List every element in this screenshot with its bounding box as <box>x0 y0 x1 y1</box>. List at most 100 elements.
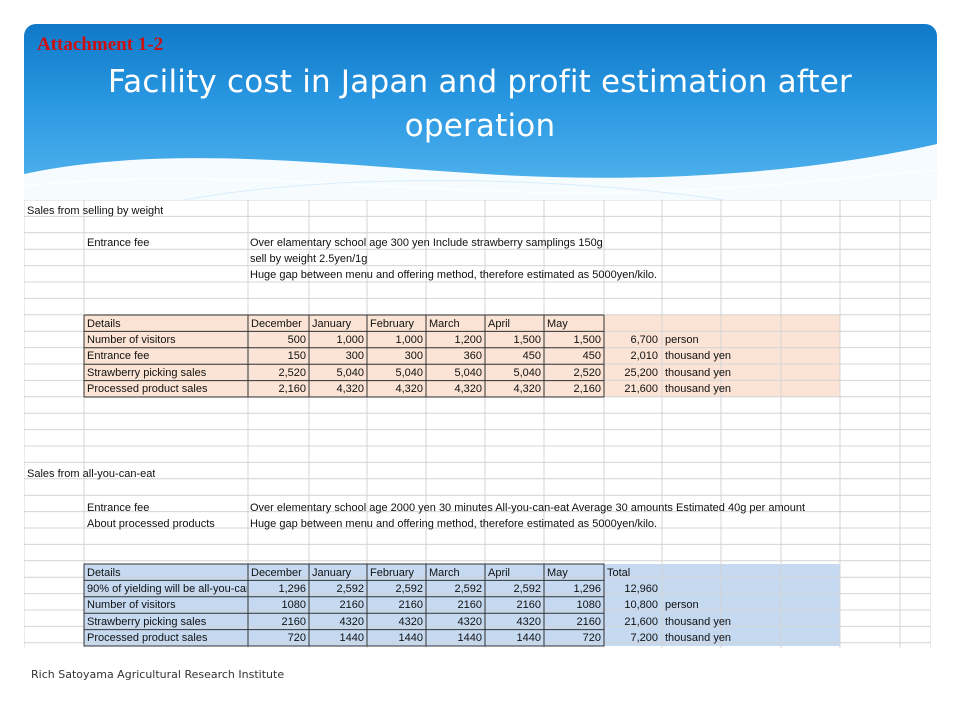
table-value-cell: 2160 <box>457 599 482 612</box>
section1-line1-text: Over elamentary school age 300 yen Inclu… <box>250 237 603 249</box>
title-banner <box>24 24 937 200</box>
table-total-cell: 2,010 <box>630 350 658 363</box>
table-row-label: Number of visitors <box>87 599 176 612</box>
slide-title: Facility cost in Japan and profit estima… <box>108 64 852 144</box>
table-row-label: Strawberry picking sales <box>87 615 207 628</box>
table-value-cell: 2160 <box>516 599 541 612</box>
table-header-cell: Details <box>87 566 121 579</box>
table-header-cell: February <box>370 566 415 579</box>
table-row-label: 90% of yielding will be all-you-can-eat <box>87 582 247 595</box>
table-value-cell: 2,592 <box>513 582 541 595</box>
table-value-cell: 2,592 <box>454 582 482 595</box>
table-row-label: Entrance fee <box>87 350 150 363</box>
wave-decoration <box>24 144 937 200</box>
sheet-grid <box>24 200 931 648</box>
table-value-cell: 2160 <box>339 599 364 612</box>
table-value-cell: 300 <box>345 350 364 363</box>
table-total-cell: 21,600 <box>624 615 658 628</box>
table-value-cell: 1080 <box>576 599 601 612</box>
table-header-cell: February <box>370 317 415 330</box>
section1-line2-text: sell by weight 2.5yen/1g <box>250 253 368 265</box>
table-row-label: Strawberry picking sales <box>87 366 207 379</box>
table-value-cell: 2,592 <box>395 582 423 595</box>
table-header-cell: May <box>547 317 568 330</box>
table-row-label: Number of visitors <box>87 333 176 346</box>
table-value-cell: 2160 <box>398 599 423 612</box>
table-value-cell: 1,296 <box>278 582 306 595</box>
section2-heading: Sales from all-you-can-eat <box>27 468 156 480</box>
table-value-cell: 2,520 <box>573 366 601 379</box>
table-value-cell: 4320 <box>457 615 482 628</box>
table-value-cell: 5,040 <box>395 366 423 379</box>
table-value-cell: 2,520 <box>278 366 306 379</box>
table-value-cell: 5,040 <box>454 366 482 379</box>
table-value-cell: 4,320 <box>513 383 541 396</box>
table-value-cell: 1,500 <box>513 333 541 346</box>
spreadsheet: Sales from selling by weight Entrance fe… <box>24 200 931 648</box>
section1-heading: Sales from selling by weight <box>27 205 164 217</box>
table-value-cell: 1,500 <box>573 333 601 346</box>
table-value-cell: 1440 <box>398 632 423 645</box>
table-value-cell: 2,160 <box>573 383 601 396</box>
table-value-cell: 2,592 <box>336 582 364 595</box>
table-unit-cell: thousand yen <box>665 615 732 628</box>
section2-line1-label: Entrance fee <box>87 502 150 514</box>
table-unit-cell: person <box>665 599 699 612</box>
table-header-cell: April <box>488 566 511 579</box>
table-value-cell: 1440 <box>457 632 482 645</box>
table-total-cell: 21,600 <box>624 383 658 396</box>
table-total-cell: 10,800 <box>624 599 658 612</box>
table-row-label: Processed product sales <box>87 383 208 396</box>
table-value-cell: 4320 <box>339 615 364 628</box>
section1-line3-text: Huge gap between menu and offering metho… <box>250 269 658 281</box>
attachment-label: Attachment 1-2 <box>37 34 164 55</box>
table-header-cell: December <box>251 317 302 330</box>
section1-line1-label: Entrance fee <box>87 237 150 249</box>
table-value-cell: 2160 <box>576 615 601 628</box>
table-total-header: Total <box>607 566 631 579</box>
table-unit-cell: thousand yen <box>665 350 732 363</box>
table-header-cell: January <box>312 566 352 579</box>
section2-line1-text: Over elementary school age 2000 yen 30 m… <box>250 502 806 514</box>
table-value-cell: 150 <box>287 350 306 363</box>
table-value-cell: 360 <box>463 350 482 363</box>
table-value-cell: 1440 <box>339 632 364 645</box>
table-row-label: Processed product sales <box>87 632 208 645</box>
table1-fill <box>84 315 840 397</box>
table-header-cell: April <box>488 317 511 330</box>
table-value-cell: 5,040 <box>513 366 541 379</box>
table-total-cell: 7,200 <box>630 632 658 645</box>
table-value-cell: 1,200 <box>454 333 482 346</box>
table-value-cell: 5,040 <box>336 366 364 379</box>
table-total-cell: 12,960 <box>624 582 658 595</box>
table-value-cell: 500 <box>287 333 306 346</box>
table-value-cell: 4320 <box>516 615 541 628</box>
table-total-cell: 25,200 <box>624 366 658 379</box>
table-value-cell: 1080 <box>281 599 306 612</box>
table-header-cell: March <box>429 566 460 579</box>
table-header-cell: January <box>312 317 352 330</box>
table-header-cell: Details <box>87 317 121 330</box>
footer-credit: Rich Satoyama Agricultural Research Inst… <box>31 668 285 681</box>
section2-line2-label: About processed products <box>87 518 215 530</box>
table-unit-cell: thousand yen <box>665 383 732 396</box>
table-value-cell: 2,160 <box>278 383 306 396</box>
table-value-cell: 1,000 <box>336 333 364 346</box>
table-value-cell: 4,320 <box>454 383 482 396</box>
table-value-cell: 1,296 <box>573 582 601 595</box>
table-header-cell: December <box>251 566 302 579</box>
table-value-cell: 450 <box>522 350 541 363</box>
table-value-cell: 4,320 <box>336 383 364 396</box>
table-value-cell: 2160 <box>281 615 306 628</box>
table-header-cell: May <box>547 566 568 579</box>
table-value-cell: 300 <box>404 350 423 363</box>
table-value-cell: 4,320 <box>395 383 423 396</box>
table-value-cell: 720 <box>582 632 601 645</box>
table-value-cell: 1440 <box>516 632 541 645</box>
table-unit-cell: person <box>665 333 699 346</box>
table-header-cell: March <box>429 317 460 330</box>
table-unit-cell: thousand yen <box>665 366 732 379</box>
table-value-cell: 4320 <box>398 615 423 628</box>
section2-line2-text: Huge gap between menu and offering metho… <box>250 518 658 530</box>
table-value-cell: 450 <box>582 350 601 363</box>
